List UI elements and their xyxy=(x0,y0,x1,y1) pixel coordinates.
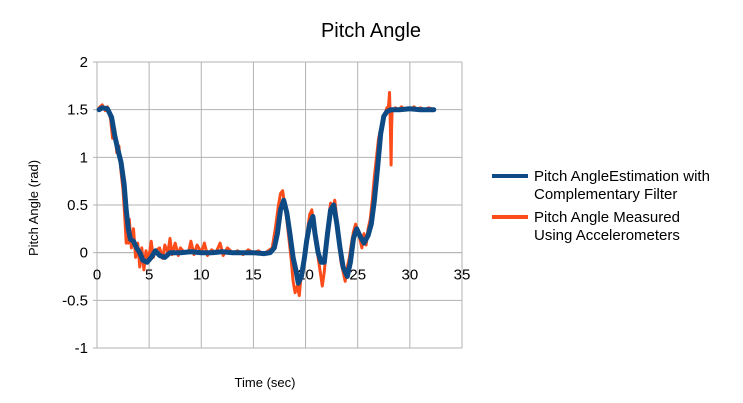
legend-label: Using Accelerometers xyxy=(534,227,680,244)
y-tick-label: 1.5 xyxy=(67,102,88,119)
legend-label: Pitch AngleEstimation with xyxy=(534,168,710,185)
x-tick-label: 0 xyxy=(93,267,101,284)
y-tick-label: 0 xyxy=(80,245,88,262)
y-tick-label: 2 xyxy=(80,54,88,71)
y-tick-label: 1 xyxy=(80,149,88,166)
x-tick-label: 30 xyxy=(402,267,419,284)
x-tick-labels: 0 5 10 15 20 25 30 35 xyxy=(93,267,471,284)
x-tick-label: 15 xyxy=(245,267,262,284)
y-tick-label: -0.5 xyxy=(62,292,88,309)
y-axis-label: Pitch Angle (rad) xyxy=(26,160,41,256)
legend-label: Complementary Filter xyxy=(534,186,677,203)
x-tick-label: 5 xyxy=(145,267,153,284)
legend-label: Pitch Angle Measured xyxy=(534,209,680,226)
x-tick-label: 10 xyxy=(193,267,210,284)
y-tick-labels: -1 -0.5 0 0.5 1 1.5 2 xyxy=(62,54,88,357)
x-tick-label: 35 xyxy=(454,267,471,284)
x-tick-label: 25 xyxy=(349,267,366,284)
x-axis-label: Time (sec) xyxy=(235,375,296,390)
legend: Pitch AngleEstimation withComplementary … xyxy=(492,168,710,244)
chart-title: Pitch Angle xyxy=(321,20,421,42)
y-tick-label: -1 xyxy=(75,340,88,357)
y-tick-label: 0.5 xyxy=(67,197,88,214)
